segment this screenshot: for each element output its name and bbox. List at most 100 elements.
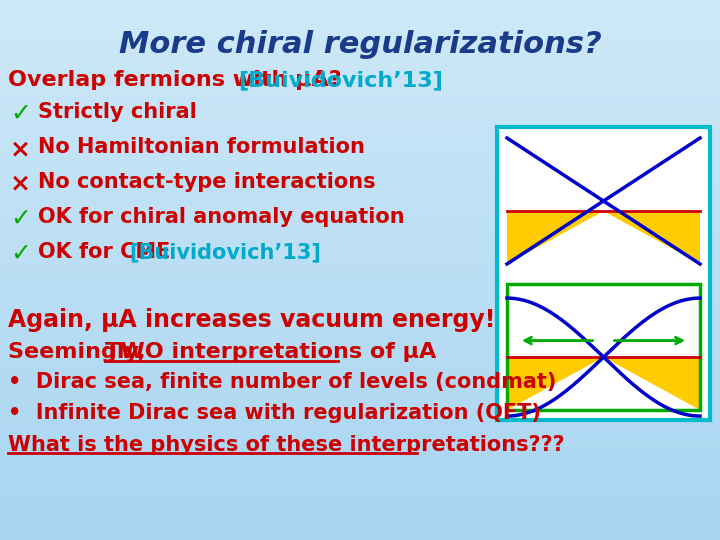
Bar xyxy=(0,135,720,140)
Bar xyxy=(0,491,720,497)
Bar xyxy=(0,227,720,232)
Bar xyxy=(0,275,720,281)
Bar xyxy=(0,270,720,275)
Bar xyxy=(0,297,720,302)
Text: ✓: ✓ xyxy=(10,207,31,231)
Bar xyxy=(0,508,720,513)
Bar xyxy=(497,127,710,420)
Bar xyxy=(0,502,720,508)
Bar xyxy=(0,373,720,378)
Bar xyxy=(0,216,720,221)
Bar xyxy=(0,383,720,389)
Bar xyxy=(0,0,720,5)
Bar xyxy=(0,464,720,470)
Bar xyxy=(0,497,720,502)
Text: ×: × xyxy=(10,172,31,196)
Bar xyxy=(0,211,720,216)
Text: Strictly chiral: Strictly chiral xyxy=(38,102,197,122)
Bar xyxy=(0,108,720,113)
Bar xyxy=(0,194,720,200)
Text: ×: × xyxy=(10,137,31,161)
Bar xyxy=(0,513,720,518)
Bar xyxy=(0,178,720,184)
Bar xyxy=(0,157,720,162)
Bar xyxy=(0,454,720,459)
Bar xyxy=(0,92,720,97)
Bar xyxy=(0,119,720,124)
Bar xyxy=(0,351,720,356)
Text: More chiral regularizations?: More chiral regularizations? xyxy=(119,30,601,59)
Bar xyxy=(0,162,720,167)
Bar xyxy=(0,49,720,54)
Bar xyxy=(0,329,720,335)
Bar xyxy=(0,324,720,329)
Bar xyxy=(0,443,720,448)
Bar xyxy=(0,459,720,464)
Text: No Hamiltonian formulation: No Hamiltonian formulation xyxy=(38,137,365,157)
Text: ✓: ✓ xyxy=(10,102,31,126)
Bar xyxy=(0,389,720,394)
Bar xyxy=(0,524,720,529)
Bar xyxy=(0,76,720,81)
Bar xyxy=(0,167,720,173)
Bar xyxy=(0,173,720,178)
Bar xyxy=(0,200,720,205)
Polygon shape xyxy=(603,357,700,410)
Bar xyxy=(0,70,720,76)
Text: [Buividovich’13]: [Buividovich’13] xyxy=(238,70,443,90)
Bar xyxy=(0,22,720,27)
Bar xyxy=(0,394,720,400)
Text: •  Infinite Dirac sea with regularization (QFT): • Infinite Dirac sea with regularization… xyxy=(8,403,541,423)
Bar xyxy=(507,284,700,410)
Bar xyxy=(0,416,720,421)
Bar xyxy=(0,518,720,524)
Polygon shape xyxy=(603,211,700,264)
Text: Seemingly,: Seemingly, xyxy=(8,342,153,362)
Bar xyxy=(0,281,720,286)
Bar xyxy=(0,470,720,475)
Bar xyxy=(0,529,720,535)
Bar xyxy=(0,410,720,416)
Text: OK for chiral anomaly equation: OK for chiral anomaly equation xyxy=(38,207,405,227)
Bar xyxy=(0,189,720,194)
Bar xyxy=(0,378,720,383)
Bar xyxy=(0,103,720,108)
Bar xyxy=(0,59,720,65)
Bar xyxy=(0,5,720,11)
Bar xyxy=(0,356,720,362)
Bar xyxy=(0,146,720,151)
Bar xyxy=(0,97,720,103)
Text: OK for CME: OK for CME xyxy=(38,242,178,262)
Bar xyxy=(0,437,720,443)
Bar xyxy=(0,259,720,265)
Bar xyxy=(0,232,720,238)
Bar xyxy=(0,32,720,38)
Bar xyxy=(0,400,720,405)
Text: Overlap fermions with μA?: Overlap fermions with μA? xyxy=(8,70,349,90)
Bar xyxy=(0,302,720,308)
Bar xyxy=(0,427,720,432)
Bar xyxy=(0,243,720,248)
Bar xyxy=(0,405,720,410)
Bar xyxy=(0,16,720,22)
Bar xyxy=(0,65,720,70)
Bar xyxy=(0,308,720,313)
Bar xyxy=(0,11,720,16)
Bar xyxy=(0,86,720,92)
Bar xyxy=(0,27,720,32)
Bar xyxy=(0,535,720,540)
Text: Again, μA increases vacuum energy!: Again, μA increases vacuum energy! xyxy=(8,308,495,332)
Bar xyxy=(0,286,720,292)
Bar xyxy=(0,113,720,119)
Polygon shape xyxy=(507,357,603,410)
Bar xyxy=(0,151,720,157)
Bar xyxy=(0,481,720,486)
Bar xyxy=(0,335,720,340)
Bar xyxy=(0,486,720,491)
Bar xyxy=(0,43,720,49)
Text: TWO interpretations of μA: TWO interpretations of μA xyxy=(105,342,436,362)
Bar xyxy=(0,248,720,254)
Bar xyxy=(0,421,720,427)
Bar xyxy=(0,38,720,43)
Bar xyxy=(0,54,720,59)
